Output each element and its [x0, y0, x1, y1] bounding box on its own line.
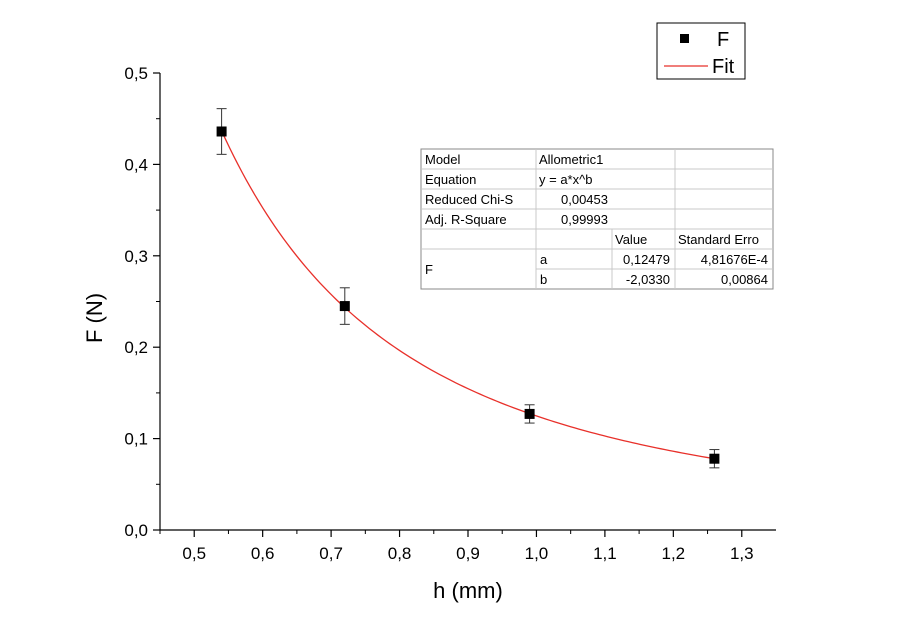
- table-value-header: Value: [615, 232, 647, 247]
- table-param-b-err: 0,00864: [721, 272, 768, 287]
- table-equation-value: y = a*x^b: [539, 172, 592, 187]
- y-axis-label: F (N): [82, 293, 107, 343]
- legend-label-fit: Fit: [712, 56, 735, 78]
- data-point-1: [339, 301, 350, 312]
- table-param-b: b: [540, 272, 547, 287]
- x-axis-label: h (mm): [433, 578, 503, 603]
- x-tick-label-0: 0,5: [182, 544, 206, 563]
- legend: F Fit: [656, 22, 746, 80]
- data-point-3: [709, 453, 720, 464]
- x-tick-label-1: 0,6: [251, 544, 275, 563]
- data-point-0: [216, 126, 227, 137]
- x-tick-label-7: 1,2: [662, 544, 686, 563]
- y-ticks: 0,0 0,1 0,2 0,3 0,4 0,5: [124, 64, 160, 540]
- table-r2-label: Adj. R-Square: [425, 212, 507, 227]
- data-point-2: [524, 408, 535, 419]
- fit-table: Model Allometric1 Equation y = a*x^b Red…: [420, 148, 774, 290]
- legend-label-f: F: [717, 29, 729, 51]
- fit-table-border: [420, 148, 774, 290]
- x-tick-label-5: 1,0: [525, 544, 549, 563]
- y-tick-label-4: 0,4: [124, 155, 148, 174]
- x-tick-label-8: 1,3: [730, 544, 754, 563]
- x-tick-label-4: 0,9: [456, 544, 480, 563]
- fit-layer: [221, 130, 715, 460]
- table-r2-value: 0,99993: [561, 212, 608, 227]
- table-param-a: a: [540, 252, 548, 267]
- table-model-label: Model: [425, 152, 461, 167]
- table-chi-value: 0,00453: [561, 192, 608, 207]
- table-param-a-value: 0,12479: [623, 252, 670, 267]
- table-param-b-value: -2,0330: [626, 272, 670, 287]
- y-tick-label-2: 0,2: [124, 338, 148, 357]
- x-tick-label-3: 0,8: [388, 544, 412, 563]
- table-model-value: Allometric1: [539, 152, 603, 167]
- legend-box: [656, 22, 746, 80]
- table-param-a-err: 4,81676E-4: [701, 252, 768, 267]
- y-tick-label-1: 0,1: [124, 430, 148, 449]
- table-chi-label: Reduced Chi-S: [425, 192, 513, 207]
- x-tick-label-2: 0,7: [319, 544, 343, 563]
- table-stderr-header: Standard Erro: [678, 232, 759, 247]
- x-tick-label-6: 1,1: [593, 544, 617, 563]
- fit-curve: [221, 130, 715, 460]
- legend-marker-f: [680, 34, 689, 43]
- x-ticks: 0,5 0,6 0,7 0,8 0,9 1,0 1,1 1,2 1,3: [159, 530, 754, 563]
- y-tick-label-5: 0,5: [124, 64, 148, 83]
- y-tick-label-0: 0,0: [124, 521, 148, 540]
- table-param-group: F: [425, 262, 433, 277]
- y-tick-label-3: 0,3: [124, 247, 148, 266]
- points-layer: [216, 108, 720, 469]
- table-equation-label: Equation: [425, 172, 476, 187]
